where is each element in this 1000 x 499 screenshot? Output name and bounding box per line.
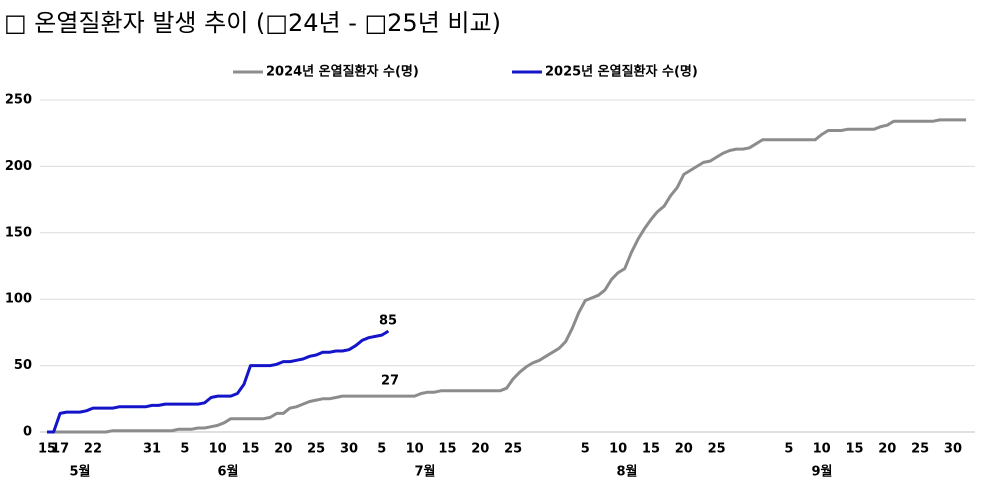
x-tick-label: 5 xyxy=(784,442,793,457)
x-tick-label: 10 xyxy=(406,442,424,457)
x-tick-label: 25 xyxy=(504,442,522,457)
month-label: 5월 xyxy=(69,464,90,480)
y-tick-label: 100 xyxy=(5,292,32,307)
series-line xyxy=(47,329,390,434)
x-tick-label: 20 xyxy=(274,442,292,457)
x-tick-label: 15 xyxy=(845,442,863,457)
x-tick-label: 31 xyxy=(143,442,161,457)
x-tick-label: 5 xyxy=(581,442,590,457)
x-tick-label: 10 xyxy=(609,442,627,457)
x-tick-label: 20 xyxy=(471,442,489,457)
x-tick-label: 15 xyxy=(38,442,56,457)
legend-label: 2025년 온열질환자 수(명) xyxy=(545,64,698,80)
x-tick-label: 17 xyxy=(51,442,69,457)
x-tick-label: 15 xyxy=(642,442,660,457)
x-tick-label: 20 xyxy=(675,442,693,457)
x-tick-label: 20 xyxy=(878,442,896,457)
x-tick-label: 30 xyxy=(944,442,962,457)
y-tick-label: 50 xyxy=(14,358,32,373)
annotation: 85 xyxy=(379,314,397,329)
x-tick-label: 30 xyxy=(340,442,358,457)
y-tick-label: 250 xyxy=(5,93,32,108)
x-tick-label: 15 xyxy=(438,442,456,457)
x-tick-label: 25 xyxy=(307,442,325,457)
month-label: 8월 xyxy=(616,464,637,480)
y-tick-label: 150 xyxy=(5,225,32,240)
x-tick-label: 5 xyxy=(180,442,189,457)
annotation: 27 xyxy=(381,374,399,389)
x-tick-label: 10 xyxy=(813,442,831,457)
x-tick-label: 22 xyxy=(84,442,102,457)
chart-title: □ 온열질환자 발생 추이 (□24년 - □25년 비교) xyxy=(4,9,501,37)
month-label: 9월 xyxy=(811,464,832,480)
month-label: 7월 xyxy=(414,464,435,480)
x-tick-label: 25 xyxy=(708,442,726,457)
x-tick-label: 10 xyxy=(209,442,227,457)
legend-label: 2024년 온열질환자 수(명) xyxy=(266,64,419,80)
y-tick-label: 0 xyxy=(23,425,32,440)
y-tick-label: 200 xyxy=(5,159,32,174)
x-tick-label: 5 xyxy=(377,442,386,457)
month-label: 6월 xyxy=(217,464,238,480)
x-tick-label: 15 xyxy=(241,442,259,457)
series-line xyxy=(47,118,967,434)
x-tick-label: 25 xyxy=(911,442,929,457)
